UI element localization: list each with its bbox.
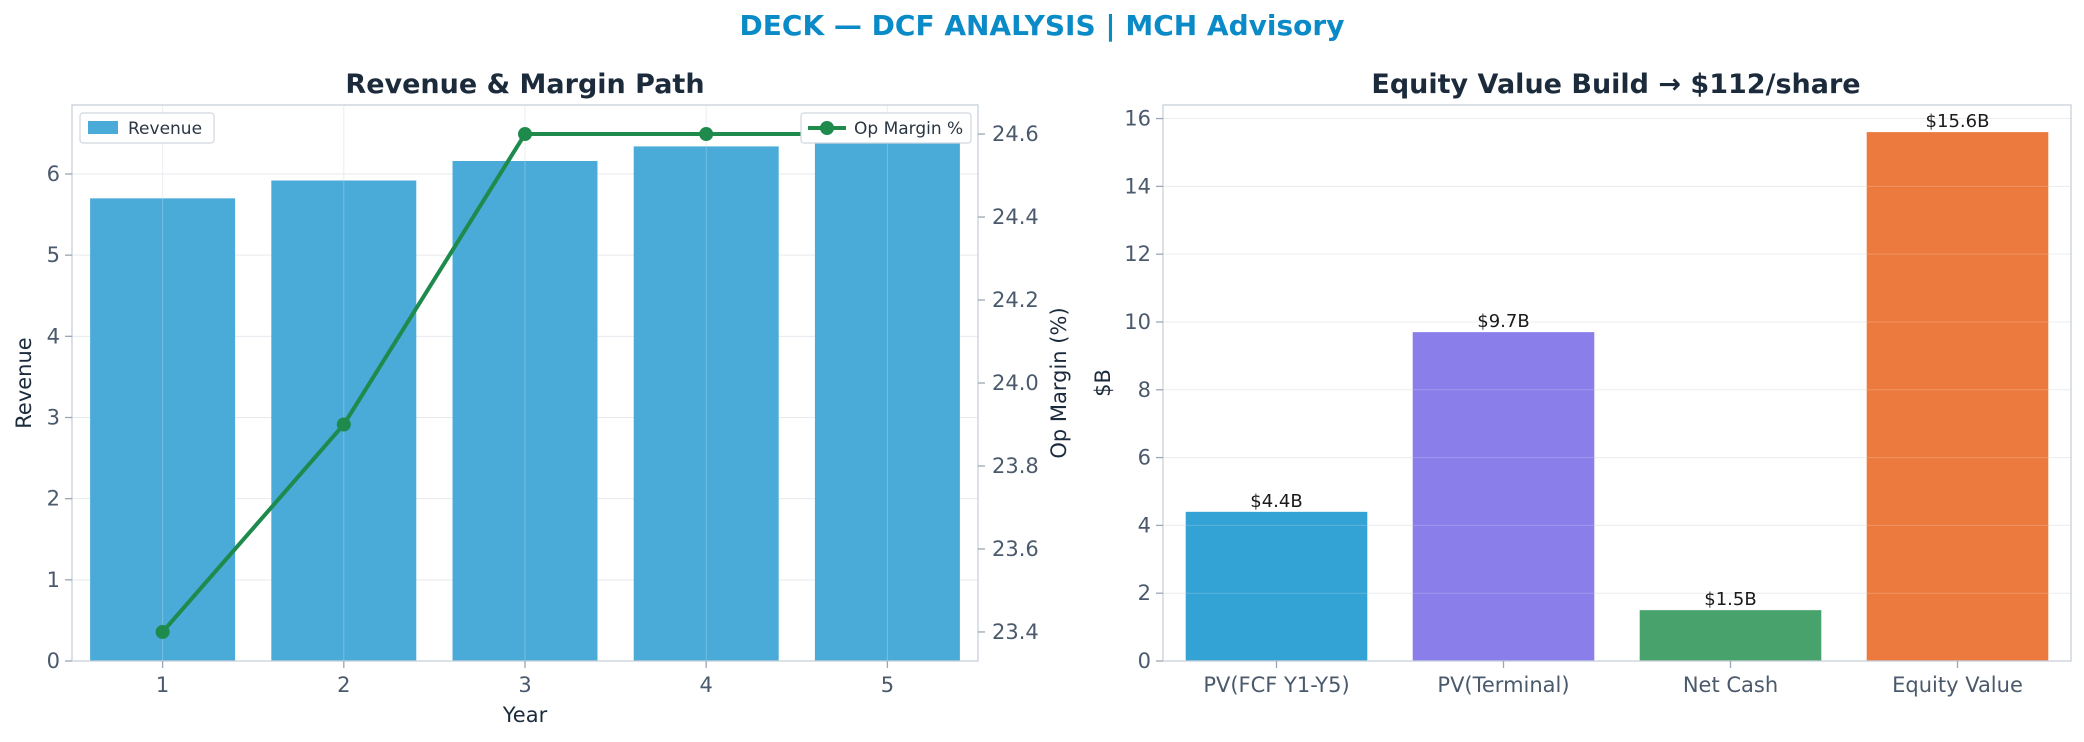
y-tick-label: 10: [1124, 310, 1151, 334]
y2-tick-label: 23.8: [992, 454, 1039, 478]
y2-tick-label: 24.0: [992, 371, 1039, 395]
x-tick-label: 4: [700, 673, 713, 697]
bar-data-label: $15.6B: [1926, 111, 1990, 132]
y-axis-label: $B: [1091, 369, 1115, 397]
y2-axis-label: Op Margin (%): [1047, 307, 1071, 458]
revenue-bar: [452, 161, 598, 661]
y2-tick-label: 24.6: [992, 122, 1039, 146]
equity-bar: [1412, 332, 1595, 661]
y-tick-label: 8: [1138, 378, 1151, 402]
y-tick-label: 2: [1138, 581, 1151, 605]
x-tick-label: 3: [518, 673, 531, 697]
x-tick-label: Equity Value: [1892, 673, 2023, 697]
y-tick-label: 16: [1124, 107, 1151, 131]
chart-title: Equity Value Build → $112/share: [1371, 69, 1860, 100]
op-margin-point: [336, 417, 351, 432]
y-tick-label: 1: [47, 568, 60, 592]
bar-data-label: $9.7B: [1477, 311, 1529, 332]
figure-suptitle: DECK — DCF ANALYSIS | MCH Advisory: [740, 9, 1345, 42]
equity-build-chart: Equity Value Build → $112/share 0 2 4 6 8 10 1…: [1091, 69, 2072, 697]
y-tick-label: 6: [1138, 446, 1151, 470]
equity-bar: [1866, 132, 2049, 661]
y-tick-label: 3: [47, 405, 60, 429]
y-tick-label: 0: [1138, 649, 1151, 673]
op-margin-point: [518, 127, 532, 142]
chart-title: Revenue & Margin Path: [345, 69, 704, 100]
x-tick-label: Net Cash: [1683, 673, 1778, 697]
x-tick-label: PV(Terminal): [1437, 673, 1569, 697]
legend-swatch-revenue: [88, 121, 118, 134]
revenue-bar: [90, 198, 236, 661]
y-tick-label: 12: [1124, 242, 1151, 266]
revenue-bar: [814, 129, 960, 662]
x-tick-label: 2: [337, 673, 350, 697]
y2-tick-label: 23.4: [992, 620, 1039, 644]
bar-data-label: $1.5B: [1704, 589, 1756, 610]
legend-op-margin: Op Margin %: [800, 112, 972, 144]
y-tick-label: 5: [47, 243, 60, 267]
legend-revenue: Revenue: [79, 112, 215, 144]
equity-bar: [1185, 511, 1368, 661]
plot-frame: [1162, 104, 2072, 662]
y-tick-label: 6: [47, 162, 60, 186]
revenue-bar: [633, 146, 779, 661]
x-tick-label: 1: [156, 673, 169, 697]
legend-frame: [79, 112, 215, 144]
x-axis-label: Year: [502, 703, 548, 727]
y-axis-label: Revenue: [12, 337, 36, 428]
legend-label: Revenue: [128, 119, 202, 139]
x-tick-label: PV(FCF Y1-Y5): [1203, 673, 1349, 697]
bar-data-label: $4.4B: [1250, 491, 1302, 512]
y-tick-label: 14: [1124, 174, 1151, 198]
x-tick-label: 5: [881, 673, 894, 697]
y2-tick-label: 23.6: [992, 537, 1039, 561]
equity-bar: [1639, 610, 1822, 661]
y2-tick-label: 24.4: [992, 205, 1039, 229]
y2-tick-label: 24.2: [992, 288, 1039, 312]
legend-label: Op Margin %: [854, 119, 963, 139]
y-tick-label: 4: [47, 324, 60, 348]
y-tick-label: 0: [47, 649, 60, 673]
y-tick-label: 2: [47, 487, 60, 511]
op-margin-point: [699, 127, 714, 142]
y-tick-label: 4: [1138, 513, 1151, 537]
legend-frame: [800, 112, 972, 144]
op-margin-point: [155, 624, 170, 639]
legend-marker-icon: [820, 121, 834, 135]
